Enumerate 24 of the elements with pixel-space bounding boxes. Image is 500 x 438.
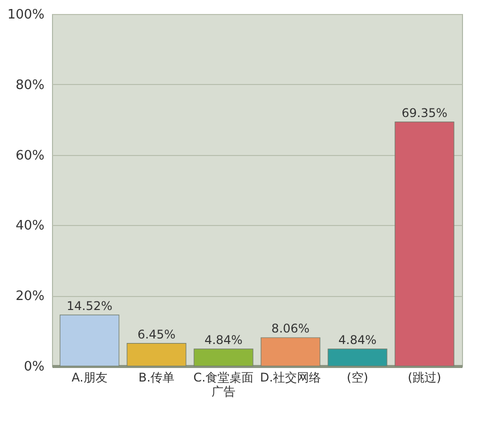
bar bbox=[126, 342, 186, 366]
y-tick-label: 60% bbox=[16, 148, 44, 164]
x-tick-label: D.社交网络 bbox=[260, 370, 322, 384]
bar bbox=[194, 348, 254, 366]
data-label: 4.84% bbox=[204, 332, 243, 347]
x-tick-label: B.传单 bbox=[138, 370, 175, 384]
x-tick-label: (跳过) bbox=[408, 370, 442, 384]
bar bbox=[394, 122, 454, 366]
y-tick-label: 80% bbox=[16, 78, 44, 93]
bar bbox=[260, 337, 320, 366]
data-label: 6.45% bbox=[137, 327, 176, 342]
data-label: 69.35% bbox=[402, 106, 448, 120]
x-tick-label: A.朋友 bbox=[72, 370, 108, 384]
y-tick-label: 40% bbox=[16, 218, 44, 234]
data-label: 8.06% bbox=[271, 322, 310, 336]
bar bbox=[60, 314, 120, 366]
data-label: 4.84% bbox=[338, 332, 377, 347]
data-label: 14.52% bbox=[66, 298, 112, 313]
x-tick-label: (空) bbox=[346, 370, 368, 384]
y-tick-label: 20% bbox=[16, 289, 44, 304]
bar bbox=[328, 348, 388, 366]
y-tick-label: 100% bbox=[7, 8, 44, 22]
x-tick-label: C.食堂桌面广告 bbox=[193, 370, 254, 398]
y-tick-label: 0% bbox=[24, 360, 44, 374]
